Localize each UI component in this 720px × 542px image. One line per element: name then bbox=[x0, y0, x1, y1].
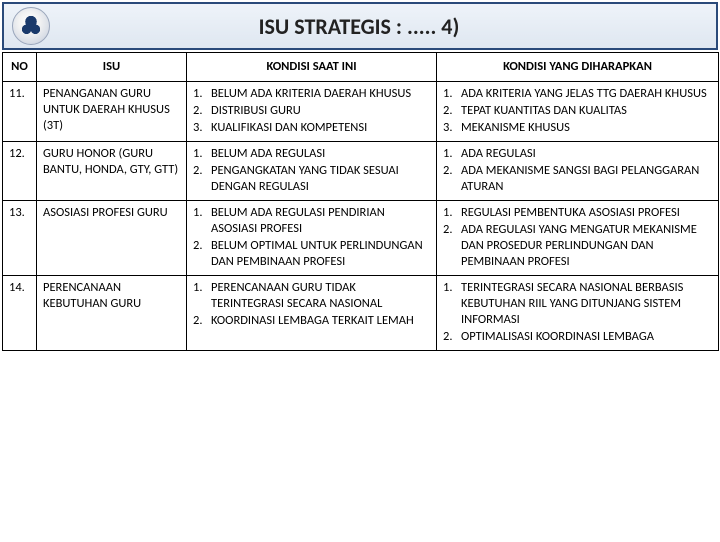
cell-no: 11. bbox=[3, 82, 37, 142]
cell-isu: ASOSIASI PROFESI GURU bbox=[37, 201, 187, 276]
table-row: 11.PENANGANAN GURU UNTUK DAERAH KHUSUS (… bbox=[3, 82, 719, 142]
cell-no: 12. bbox=[3, 142, 37, 201]
cell-kondisi-harapan: 1.TERINTEGRASI SECARA NASIONAL BERBASIS … bbox=[437, 276, 719, 351]
title-bar: ISU STRATEGIS : ..... 4) bbox=[2, 2, 718, 50]
cell-isu: PERENCANAAN KEBUTUHAN GURU bbox=[37, 276, 187, 351]
col-kini: KONDISI SAAT INI bbox=[187, 53, 437, 82]
cell-no: 13. bbox=[3, 201, 37, 276]
table-row: 14.PERENCANAAN KEBUTUHAN GURU1.PERENCANA… bbox=[3, 276, 719, 351]
cell-kondisi-ini: 1.BELUM ADA KRITERIA DAERAH KHUSUS2.DIST… bbox=[187, 82, 437, 142]
cell-isu: PENANGANAN GURU UNTUK DAERAH KHUSUS (3T) bbox=[37, 82, 187, 142]
cell-kondisi-ini: 1.PERENCANAAN GURU TIDAK TERINTEGRASI SE… bbox=[187, 276, 437, 351]
table-header-row: NO ISU KONDISI SAAT INI KONDISI YANG DIH… bbox=[3, 53, 719, 82]
cell-kondisi-harapan: 1.REGULASI PEMBENTUKA ASOSIASI PROFESI2.… bbox=[437, 201, 719, 276]
cell-kondisi-ini: 1.BELUM ADA REGULASI2.PENGANGKATAN YANG … bbox=[187, 142, 437, 201]
col-isu: ISU bbox=[37, 53, 187, 82]
strategis-table: NO ISU KONDISI SAAT INI KONDISI YANG DIH… bbox=[2, 52, 719, 351]
table-row: 13.ASOSIASI PROFESI GURU1.BELUM ADA REGU… bbox=[3, 201, 719, 276]
cell-no: 14. bbox=[3, 276, 37, 351]
col-hrp: KONDISI YANG DIHARAPKAN bbox=[437, 53, 719, 82]
cell-kondisi-ini: 1.BELUM ADA REGULASI PENDIRIAN ASOSIASI … bbox=[187, 201, 437, 276]
ministry-logo bbox=[12, 7, 50, 45]
table-row: 12.GURU HONOR (GURU BANTU, HONDA, GTY, G… bbox=[3, 142, 719, 201]
page-title: ISU STRATEGIS : ..... 4) bbox=[50, 13, 708, 40]
cell-isu: GURU HONOR (GURU BANTU, HONDA, GTY, GTT) bbox=[37, 142, 187, 201]
cell-kondisi-harapan: 1.ADA REGULASI2.ADA MEKANISME SANGSI BAG… bbox=[437, 142, 719, 201]
col-no: NO bbox=[3, 53, 37, 82]
cell-kondisi-harapan: 1.ADA KRITERIA YANG JELAS TTG DAERAH KHU… bbox=[437, 82, 719, 142]
